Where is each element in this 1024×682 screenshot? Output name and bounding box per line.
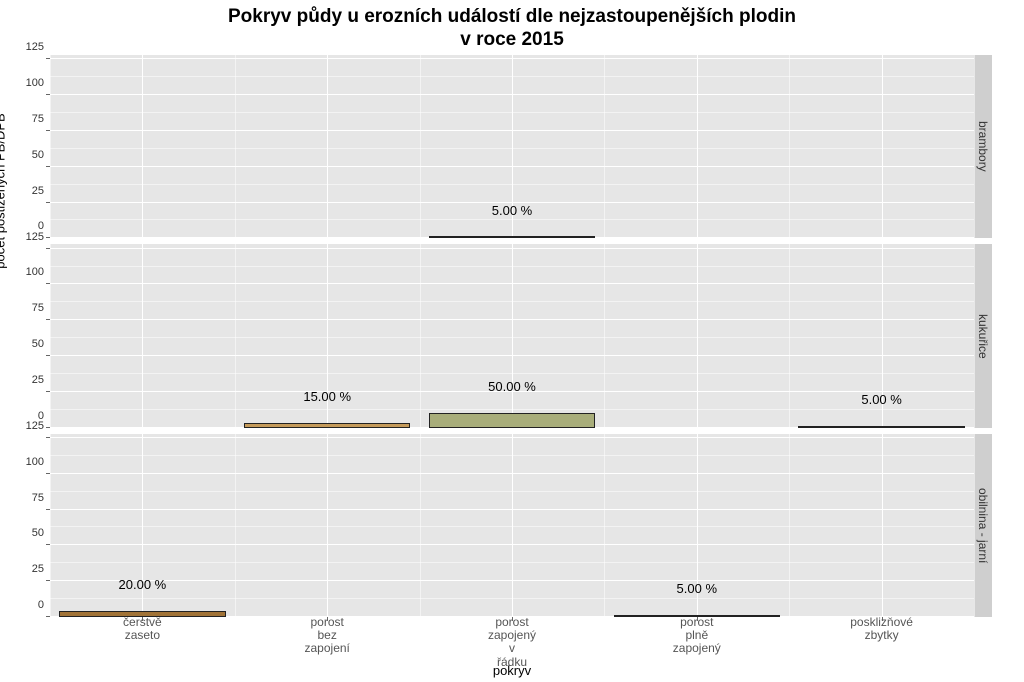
chart-title-line1: Pokryv půdy u erozních událostí dle nejz… xyxy=(228,6,796,27)
facet-row: 025507510012520.00 %5.00 %obilnina - jar… xyxy=(50,434,992,617)
chart-title: Pokryv půdy u erozních událostí dle nejz… xyxy=(0,6,1024,52)
x-axis-label: pokryv xyxy=(0,663,1024,678)
bar xyxy=(244,423,410,427)
facet-strip: kukuřice xyxy=(974,244,992,427)
y-tick-label: 75 xyxy=(32,302,50,314)
chart-container: Pokryv půdy u erozních událostí dle nejz… xyxy=(0,0,1024,682)
y-tick-label: 100 xyxy=(26,266,50,278)
y-axis-label: počet postižených PB/DPB xyxy=(0,41,8,341)
y-tick-label: 25 xyxy=(32,374,50,386)
bar xyxy=(429,236,595,238)
x-tick-label: posklizňové zbytky xyxy=(850,616,913,642)
y-tick-label: 25 xyxy=(32,563,50,575)
y-tick-label: 50 xyxy=(32,149,50,161)
y-tick-label: 50 xyxy=(32,527,50,539)
x-tick-label: porost plně zapojený xyxy=(673,616,721,656)
x-tick-label: porost zapojený v řádku xyxy=(488,616,536,669)
bar-value-label: 15.00 % xyxy=(303,389,351,406)
y-tick-label: 100 xyxy=(26,456,50,468)
facet-panels: 02550751001255.00 %brambory0255075100125… xyxy=(50,55,992,617)
y-tick-label: 25 xyxy=(32,185,50,197)
bar xyxy=(429,413,595,427)
x-tick-label: čerstvě zaseto xyxy=(123,616,162,642)
facet-strip-label: obilnina - jarní xyxy=(976,488,990,563)
chart-title-line2: v roce 2015 xyxy=(460,29,564,50)
facet-strip: brambory xyxy=(974,55,992,238)
bar-value-label: 5.00 % xyxy=(677,581,717,598)
bar-value-label: 5.00 % xyxy=(492,203,532,220)
facet-row: 02550751001255.00 %brambory xyxy=(50,55,992,238)
y-tick-label: 125 xyxy=(26,41,50,53)
y-tick-label: 125 xyxy=(26,420,50,432)
y-tick-label: 50 xyxy=(32,338,50,350)
bar-value-label: 50.00 % xyxy=(488,379,536,396)
y-tick-label: 75 xyxy=(32,492,50,504)
y-tick-label: 0 xyxy=(38,599,50,611)
bar-value-label: 5.00 % xyxy=(861,392,901,409)
y-tick-label: 125 xyxy=(26,231,50,243)
y-tick-label: 75 xyxy=(32,113,50,125)
x-tick-label: porost bez zapojení xyxy=(305,616,350,656)
bar xyxy=(798,426,964,428)
x-tick-labels: čerstvě zaseto porost bez zapojení porost … xyxy=(50,616,974,664)
facet-row: 025507510012515.00 %50.00 %5.00 %kukuřic… xyxy=(50,244,992,427)
plot-area: 025507510012515.00 %50.00 %5.00 % xyxy=(50,244,974,427)
bar-value-label: 20.00 % xyxy=(119,577,167,594)
y-tick-label: 100 xyxy=(26,77,50,89)
facet-strip: obilnina - jarní xyxy=(974,434,992,617)
plot-area: 025507510012520.00 %5.00 % xyxy=(50,434,974,617)
facet-strip-label: brambory xyxy=(976,121,990,172)
plot-area: 02550751001255.00 % xyxy=(50,55,974,238)
facet-strip-label: kukuřice xyxy=(976,314,990,359)
